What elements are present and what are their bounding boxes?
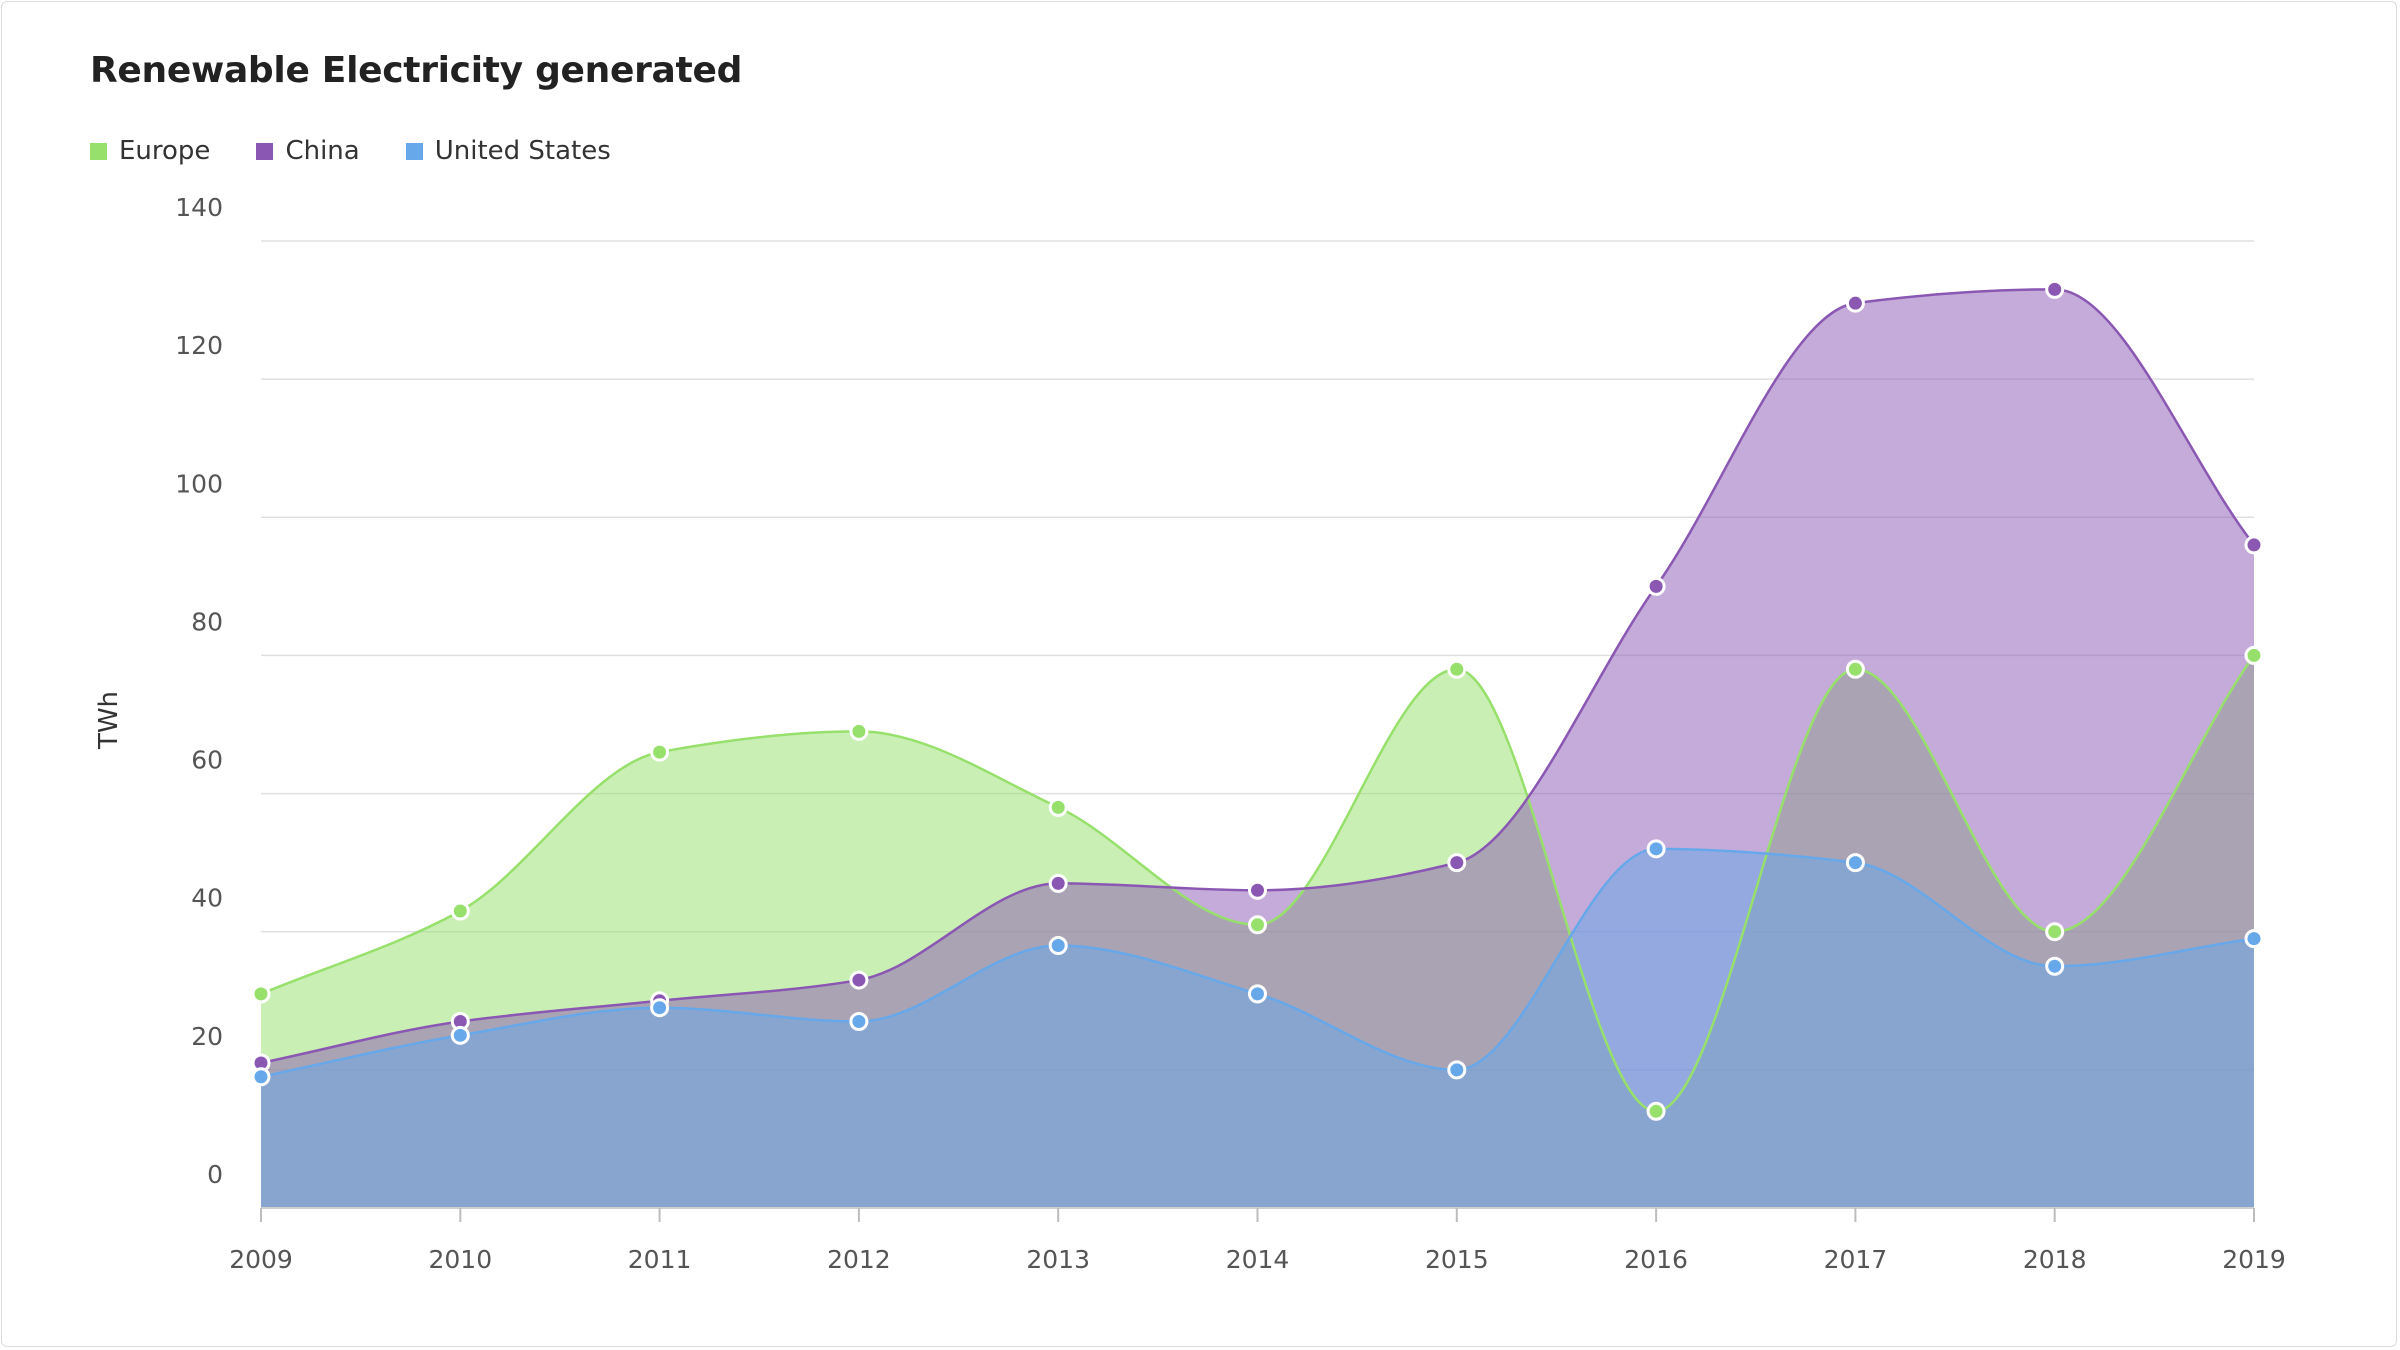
- legend-label-europe: Europe: [119, 136, 211, 166]
- legend-item-china[interactable]: China: [256, 136, 360, 166]
- legend-swatch-united-states: [405, 142, 423, 160]
- point-china-2016[interactable]: [1646, 576, 1666, 596]
- x-tick-label: 2010: [428, 1245, 492, 1274]
- x-tick-label: 2012: [827, 1245, 891, 1274]
- y-tick-label: 80: [191, 607, 223, 636]
- point-united-states-2013[interactable]: [1048, 936, 1068, 956]
- y-tick-label: 140: [175, 193, 223, 222]
- point-china-2019[interactable]: [2244, 535, 2264, 555]
- point-europe-2012[interactable]: [849, 721, 869, 741]
- point-united-states-2010[interactable]: [450, 1025, 470, 1045]
- point-united-states-2015[interactable]: [1447, 1060, 1467, 1080]
- y-tick-label: 0: [207, 1160, 223, 1189]
- point-china-2012[interactable]: [849, 970, 869, 990]
- point-europe-2013[interactable]: [1048, 797, 1068, 817]
- point-europe-2014[interactable]: [1248, 915, 1267, 935]
- series-areas: [261, 289, 2254, 1209]
- area-united-states: [261, 848, 2254, 1208]
- line-china: [260, 288, 2255, 1065]
- point-europe-2011[interactable]: [650, 742, 670, 762]
- x-tick-label: 2009: [229, 1245, 293, 1274]
- x-tick-label: 2018: [2023, 1245, 2087, 1274]
- point-united-states-2009[interactable]: [251, 1067, 271, 1087]
- x-tick-label: 2017: [1824, 1245, 1888, 1274]
- point-europe-2019[interactable]: [2244, 645, 2264, 665]
- point-united-states-2016[interactable]: [1646, 839, 1666, 859]
- chart-title: Renewable Electricity generated: [90, 50, 743, 91]
- y-tick-label: 60: [191, 746, 223, 775]
- point-europe-2015[interactable]: [1447, 659, 1467, 679]
- legend-swatch-china: [256, 142, 274, 160]
- legend-label-united-states: United States: [434, 136, 611, 166]
- point-china-2015[interactable]: [1447, 853, 1467, 873]
- x-tick-label: 2013: [1026, 1245, 1090, 1274]
- point-europe-2010[interactable]: [450, 901, 470, 921]
- y-axis-title: TWh: [94, 691, 124, 750]
- point-china-2014[interactable]: [1248, 880, 1267, 900]
- legend-swatch-europe: [90, 142, 107, 160]
- x-tick-label: 2019: [2222, 1245, 2286, 1274]
- y-tick-label: 100: [175, 469, 223, 498]
- axes: TWh 0 20 40 60 80 100 120 140 2009 2010 2011 2012 20…: [94, 193, 2286, 1274]
- x-tick-label: 2014: [1226, 1245, 1290, 1274]
- y-tick-label: 120: [175, 331, 223, 360]
- point-united-states-2011[interactable]: [650, 998, 670, 1018]
- legend: Europe China United States: [90, 136, 657, 166]
- point-europe-2018[interactable]: [2045, 922, 2065, 942]
- point-europe-2009[interactable]: [251, 984, 271, 1004]
- x-tick-label: 2015: [1425, 1245, 1489, 1274]
- point-china-2013[interactable]: [1048, 873, 1068, 893]
- point-china-2017[interactable]: [1845, 293, 1865, 313]
- point-europe-2016[interactable]: [1646, 1101, 1666, 1121]
- data-points: [251, 279, 2264, 1121]
- line-united-states: [260, 847, 2255, 1078]
- point-europe-2017[interactable]: [1845, 659, 1865, 679]
- point-united-states-2019[interactable]: [2244, 929, 2264, 949]
- y-tick-label: 40: [191, 884, 223, 913]
- point-china-2018[interactable]: [2045, 279, 2065, 299]
- y-tick-label: 20: [191, 1022, 223, 1051]
- point-united-states-2014[interactable]: [1248, 984, 1267, 1004]
- legend-label-china: China: [285, 136, 360, 166]
- x-tick-label: 2011: [628, 1245, 692, 1274]
- x-tick-label: 2016: [1624, 1245, 1688, 1274]
- point-united-states-2018[interactable]: [2045, 956, 2065, 976]
- point-united-states-2017[interactable]: [1845, 853, 1865, 873]
- point-united-states-2012[interactable]: [849, 1012, 869, 1032]
- legend-item-united-states[interactable]: United States: [405, 136, 611, 166]
- legend-item-europe[interactable]: Europe: [90, 136, 210, 166]
